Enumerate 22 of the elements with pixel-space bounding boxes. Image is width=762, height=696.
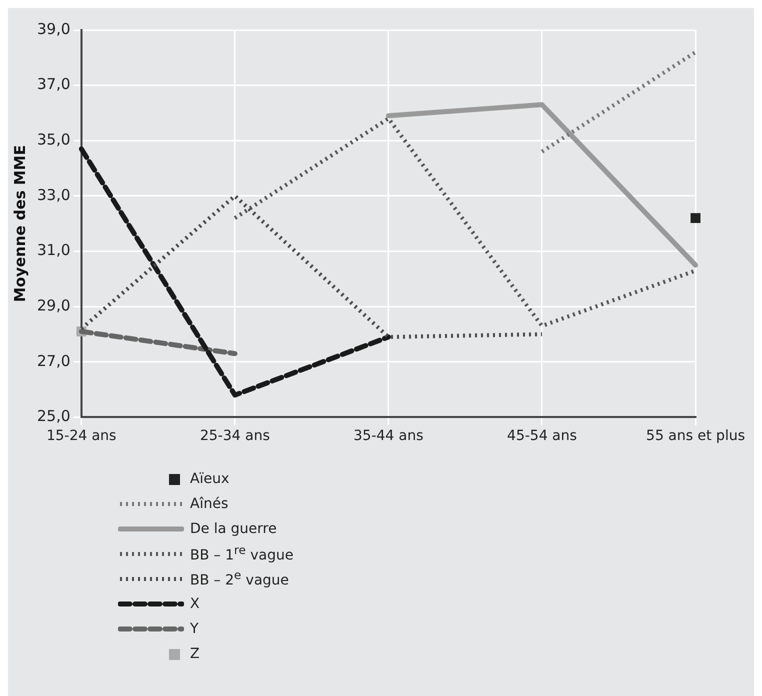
y-tick-label: 31,0 <box>36 241 70 260</box>
legend-label: Aînés <box>190 496 228 512</box>
y-tick-label: 39,0 <box>36 20 70 38</box>
x-tick-label: 35-44 ans <box>354 428 424 444</box>
y-tick-label: 25,0 <box>36 407 70 426</box>
y-tick-label: 35,0 <box>36 130 70 149</box>
legend-label: X <box>190 596 200 612</box>
legend-label: De la guerre <box>190 520 277 536</box>
legend-label: Y <box>190 620 199 636</box>
x-tick-label: 45-54 ans <box>507 428 577 444</box>
legend-label: Z <box>190 646 200 662</box>
legend-label: Aïeux <box>190 470 230 486</box>
y-tick-label: 37,0 <box>36 75 70 94</box>
x-tick-label: 55 ans et plus <box>646 428 746 444</box>
y-tick-label: 33,0 <box>36 186 70 204</box>
y-tick-label: 27,0 <box>36 352 70 370</box>
legend-label: BB – 2$^{e}$ vague <box>190 568 289 589</box>
x-tick-label: 15-24 ans <box>46 428 116 444</box>
y-tick-label: 29,0 <box>36 296 70 314</box>
x-tick-label: 25-34 ans <box>200 428 270 444</box>
legend-label: BB – 1$^{re}$ vague <box>190 543 294 564</box>
y-axis-title: Moyenne des MME <box>10 145 29 302</box>
